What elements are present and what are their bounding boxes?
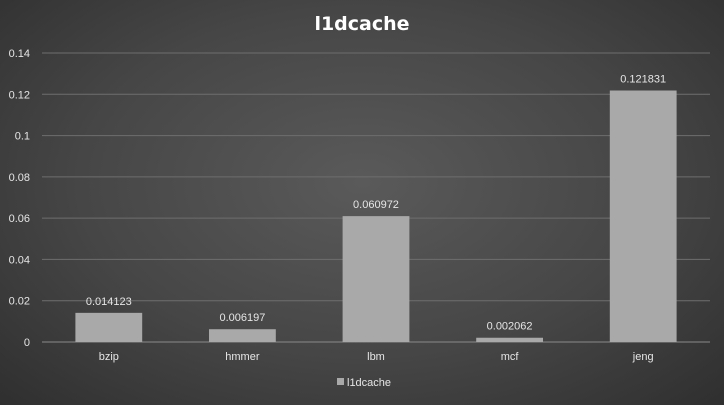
bar-jeng — [609, 90, 677, 342]
y-tick-label: 0.14 — [9, 48, 30, 60]
bar-hmmer — [209, 329, 276, 342]
category-label-jeng: jeng — [632, 351, 654, 363]
bar-mcf — [476, 337, 543, 342]
legend-swatch — [337, 378, 344, 385]
category-label-bzip: bzip — [99, 351, 119, 363]
category-label-mcf: mcf — [501, 351, 520, 363]
y-tick-label: 0.04 — [9, 254, 30, 266]
data-label-lbm: 0.060972 — [353, 199, 399, 211]
data-label-hmmer: 0.006197 — [219, 312, 265, 324]
legend-label: l1dcache — [347, 377, 391, 389]
y-tick-label: 0.1 — [15, 131, 30, 143]
legend: l1dcache — [337, 377, 391, 389]
data-label-jeng: 0.121831 — [620, 74, 666, 86]
y-tick-label: 0.08 — [9, 172, 30, 184]
y-axis-tick-labels: 0 0.02 0.04 0.06 0.08 0.1 0.12 0.14 — [9, 48, 30, 349]
bar-bzip — [75, 312, 143, 342]
y-tick-label: 0.06 — [9, 213, 30, 225]
x-axis-category-labels: bzip hmmer lbm mcf jeng — [99, 351, 654, 363]
chart-title: l1dcache — [314, 13, 409, 35]
bars — [75, 90, 677, 342]
y-tick-label: 0.12 — [9, 89, 30, 101]
category-label-hmmer: hmmer — [225, 351, 260, 363]
data-label-mcf: 0.002062 — [487, 321, 533, 333]
bar-lbm — [342, 216, 410, 342]
y-tick-label: 0.02 — [9, 296, 30, 308]
category-label-lbm: lbm — [367, 351, 385, 363]
data-labels: 0.014123 0.006197 0.060972 0.002062 0.121831 — [86, 74, 666, 333]
data-label-bzip: 0.014123 — [86, 296, 132, 308]
y-tick-label: 0 — [24, 337, 30, 349]
